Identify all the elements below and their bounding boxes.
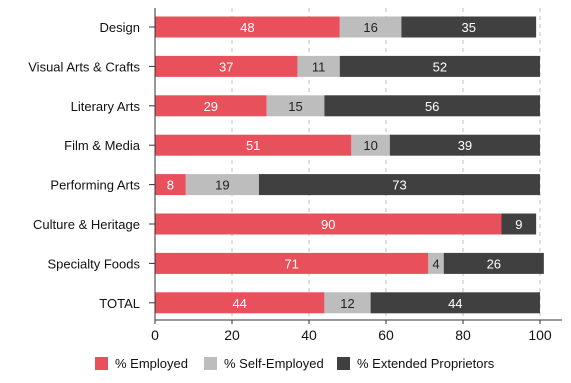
bar-0-7 <box>155 292 325 314</box>
category-label-0: Design <box>100 20 140 35</box>
data-label-2-7: 44 <box>448 296 462 311</box>
bar-0-5 <box>155 213 502 235</box>
bar-0-4 <box>155 174 186 196</box>
data-label-2-0: 35 <box>462 20 476 35</box>
category-label-2: Literary Arts <box>71 99 141 114</box>
data-label-0-2: 29 <box>204 99 218 114</box>
bar-layer: 48 16 35 37 11 52 29 15 56 51 10 39 8 19 73 90 9 71 4 26 44 1… <box>155 16 544 314</box>
data-label-1-2: 15 <box>288 99 302 114</box>
legend-label-2: % Extended Proprietors <box>357 356 495 371</box>
bar-0-0 <box>155 16 340 38</box>
legend-swatch-0 <box>95 357 108 370</box>
data-label-1-1: 11 <box>312 59 326 74</box>
bar-0-6 <box>155 252 429 274</box>
data-label-2-1: 52 <box>433 59 447 74</box>
bar-1-7 <box>324 292 371 314</box>
bar-2-2 <box>324 95 540 117</box>
bar-2-4 <box>258 174 540 196</box>
data-label-1-4: 19 <box>215 178 229 193</box>
x-tick-label-40: 40 <box>301 327 317 343</box>
legend-swatch-2 <box>337 357 350 370</box>
bar-2-1 <box>339 55 540 77</box>
bar-0-3 <box>155 134 352 156</box>
data-label-1-3: 10 <box>363 138 377 153</box>
bar-0-2 <box>155 95 267 117</box>
bar-2-0 <box>401 16 537 38</box>
data-label-0-1: 37 <box>219 59 233 74</box>
axis-layer: Design Visual Arts & Crafts Literary Arts F… <box>28 8 562 343</box>
bar-1-6 <box>428 252 444 274</box>
bar-1-0 <box>339 16 402 38</box>
bar-1-1 <box>297 55 340 77</box>
x-tick-label-100: 100 <box>528 327 552 343</box>
data-label-0-4: 8 <box>167 178 174 193</box>
bar-2-6 <box>443 252 544 274</box>
bar-1-4 <box>185 174 259 196</box>
x-tick-label-80: 80 <box>455 327 471 343</box>
data-label-2-5: 9 <box>515 217 522 232</box>
data-label-1-0: 16 <box>363 20 377 35</box>
legend-label-0: % Employed <box>115 356 188 371</box>
data-label-0-0: 48 <box>240 20 254 35</box>
legend-label-1: % Self-Employed <box>224 356 324 371</box>
data-label-2-2: 56 <box>425 99 439 114</box>
bar-2-7 <box>370 292 540 314</box>
x-tick-label-0: 0 <box>151 327 159 343</box>
data-label-2-6: 26 <box>487 256 501 271</box>
bar-1-3 <box>351 134 390 156</box>
data-label-1-7: 12 <box>340 296 354 311</box>
category-label-1: Visual Arts & Crafts <box>28 59 140 74</box>
x-tick-label-20: 20 <box>224 327 240 343</box>
data-label-1-6: 4 <box>432 256 439 271</box>
legend-swatch-1 <box>204 357 217 370</box>
bar-2-5 <box>501 213 537 235</box>
legend: % Employed % Self-Employed % Extended Prop… <box>95 356 495 371</box>
data-label-0-7: 44 <box>232 296 246 311</box>
data-label-0-3: 51 <box>246 138 260 153</box>
bar-2-3 <box>389 134 540 156</box>
x-tick-label-60: 60 <box>378 327 394 343</box>
category-label-3: Film & Media <box>64 138 141 153</box>
category-label-6: Specialty Foods <box>48 256 141 271</box>
data-label-2-4: 73 <box>392 178 406 193</box>
category-label-4: Performing Arts <box>50 178 140 193</box>
data-label-2-3: 39 <box>458 138 472 153</box>
data-label-0-6: 71 <box>284 256 298 271</box>
bar-1-2 <box>266 95 325 117</box>
category-label-5: Culture & Heritage <box>33 217 140 232</box>
data-label-0-5: 90 <box>321 217 335 232</box>
category-label-7: TOTAL <box>99 296 140 311</box>
bar-0-1 <box>155 55 298 77</box>
